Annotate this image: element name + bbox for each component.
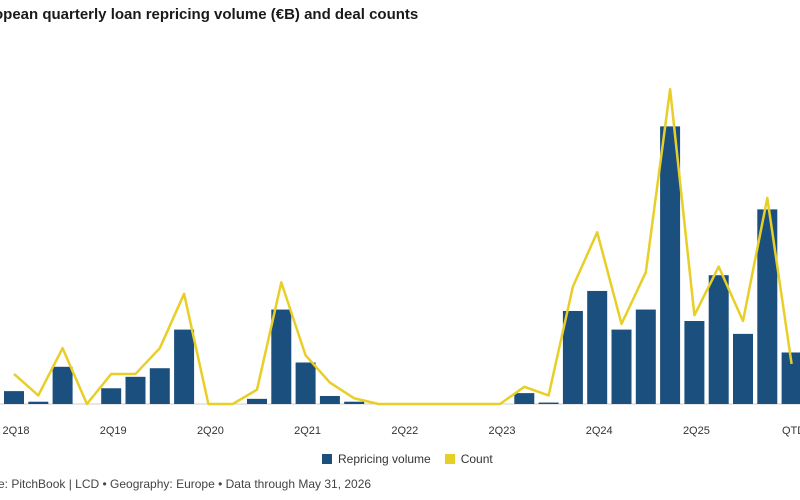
chart-title: opean quarterly loan repricing volume (€…: [0, 6, 419, 23]
volume-bar: [344, 401, 365, 404]
volume-bar: [514, 393, 535, 404]
x-tick-label: 2Q20: [197, 425, 224, 437]
legend-label-count: Count: [460, 452, 493, 466]
volume-bar: [708, 275, 729, 404]
x-tick-label: 2Q21: [294, 425, 321, 437]
volume-bar: [757, 209, 778, 404]
count-line: [13, 87, 793, 406]
x-tick-label: 2Q24: [586, 425, 613, 437]
volume-bar: [4, 391, 24, 404]
source-note: ce: PitchBook | LCD • Geography: Europe …: [0, 477, 372, 491]
volume-bar: [538, 402, 559, 404]
volume-bar: [247, 398, 267, 404]
x-tick-labels: 2Q18 2Q19 2Q20 2Q21 2Q22 2Q23 2Q24 2Q25 QTD: [3, 425, 800, 437]
volume-bar: [319, 395, 340, 404]
volume-bar: [271, 309, 292, 404]
x-tick-label: 2Q18: [3, 425, 30, 437]
volume-bar: [684, 321, 705, 404]
legend: Repricing volume Count: [322, 452, 493, 466]
volume-bar: [52, 366, 73, 404]
volume-bar: [781, 352, 800, 404]
volume-bar: [295, 362, 316, 404]
volume-bar: [125, 376, 146, 404]
legend-swatch-count: [444, 454, 455, 464]
volume-bar: [733, 333, 753, 404]
legend-label-volume: Repricing volume: [338, 452, 431, 466]
volume-bar: [660, 126, 681, 405]
x-tick-label: 2Q22: [391, 425, 418, 437]
x-tick-label: 2Q25: [683, 425, 710, 437]
volume-bar: [149, 368, 170, 404]
volume-bar: [587, 290, 608, 404]
legend-item-volume: Repricing volume: [322, 452, 431, 466]
x-tick-label: 2Q19: [100, 425, 127, 437]
volume-bar: [174, 329, 195, 404]
volume-bar: [101, 388, 122, 404]
volume-bar: [635, 309, 656, 404]
legend-swatch-volume: [322, 454, 332, 464]
volume-bars: [4, 126, 800, 405]
volume-bar: [28, 401, 49, 404]
x-tick-label: 2Q23: [489, 425, 516, 437]
chart-canvas: 2Q18 2Q19 2Q20 2Q21 2Q22 2Q23 2Q24 2Q25 QTD: [0, 87, 800, 437]
legend-item-count: Count: [444, 452, 493, 466]
x-tick-label: QTD: [782, 425, 800, 437]
volume-bar: [562, 310, 583, 404]
volume-bar: [611, 329, 632, 404]
